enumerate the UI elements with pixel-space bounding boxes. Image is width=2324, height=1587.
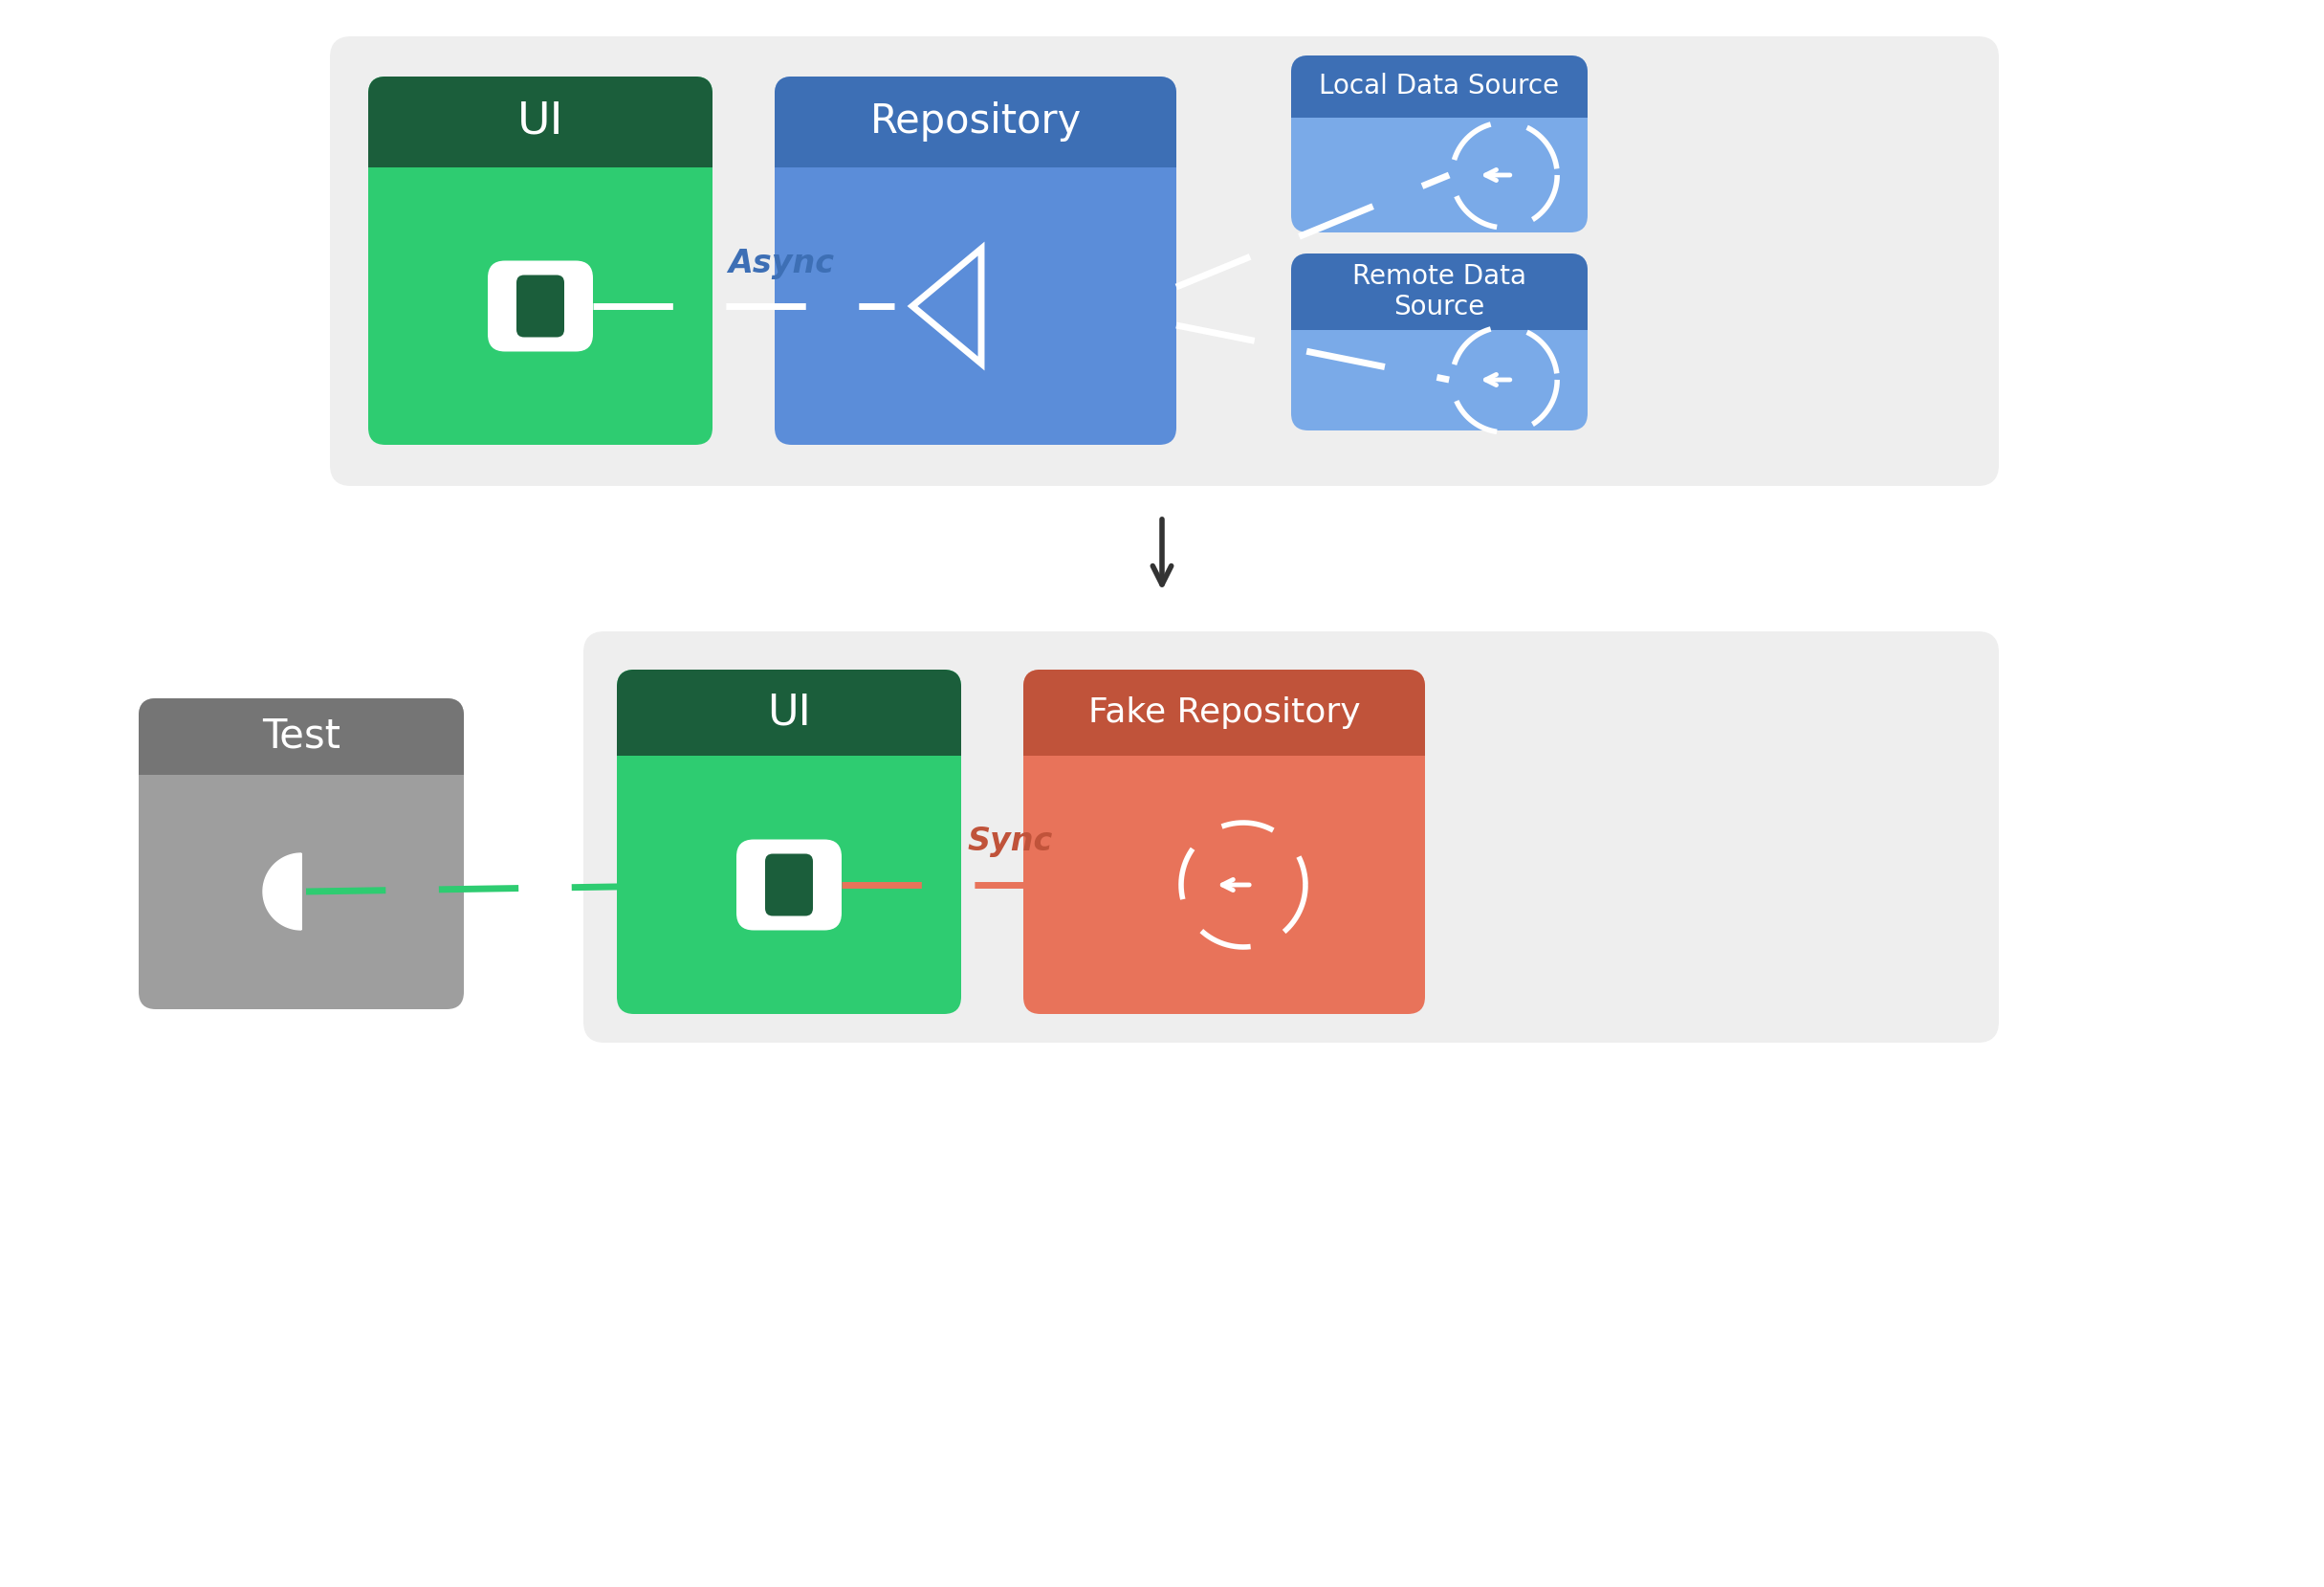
- Bar: [367, 127, 713, 167]
- Text: UI: UI: [767, 692, 811, 733]
- FancyBboxPatch shape: [1292, 254, 1587, 430]
- Bar: [774, 127, 1176, 167]
- Text: Local Data Source: Local Data Source: [1320, 73, 1559, 100]
- FancyBboxPatch shape: [1292, 254, 1587, 330]
- Text: Test: Test: [263, 716, 342, 757]
- FancyBboxPatch shape: [774, 76, 1176, 167]
- Polygon shape: [263, 854, 302, 930]
- FancyBboxPatch shape: [1292, 56, 1587, 232]
- FancyBboxPatch shape: [139, 698, 465, 774]
- FancyBboxPatch shape: [330, 37, 1999, 486]
- FancyBboxPatch shape: [367, 76, 713, 444]
- FancyBboxPatch shape: [139, 698, 465, 1009]
- Text: UI: UI: [518, 100, 562, 143]
- Bar: [1292, 90, 1587, 117]
- Bar: [616, 717, 962, 755]
- Text: Sync: Sync: [967, 825, 1053, 857]
- FancyBboxPatch shape: [1023, 670, 1425, 755]
- Bar: [1292, 295, 1587, 330]
- FancyBboxPatch shape: [737, 840, 841, 930]
- FancyBboxPatch shape: [583, 632, 1999, 1043]
- Text: Async: Async: [727, 248, 834, 279]
- FancyBboxPatch shape: [1292, 56, 1587, 117]
- FancyBboxPatch shape: [765, 854, 813, 916]
- Bar: [1023, 717, 1425, 755]
- Bar: [139, 741, 465, 774]
- Text: Fake Repository: Fake Repository: [1088, 697, 1360, 728]
- FancyBboxPatch shape: [488, 260, 593, 352]
- FancyBboxPatch shape: [1023, 670, 1425, 1014]
- FancyBboxPatch shape: [367, 76, 713, 167]
- Text: Remote Data
Source: Remote Data Source: [1353, 263, 1527, 321]
- Text: Repository: Repository: [869, 102, 1081, 143]
- FancyBboxPatch shape: [774, 76, 1176, 444]
- FancyBboxPatch shape: [616, 670, 962, 755]
- FancyBboxPatch shape: [616, 670, 962, 1014]
- FancyBboxPatch shape: [516, 275, 565, 336]
